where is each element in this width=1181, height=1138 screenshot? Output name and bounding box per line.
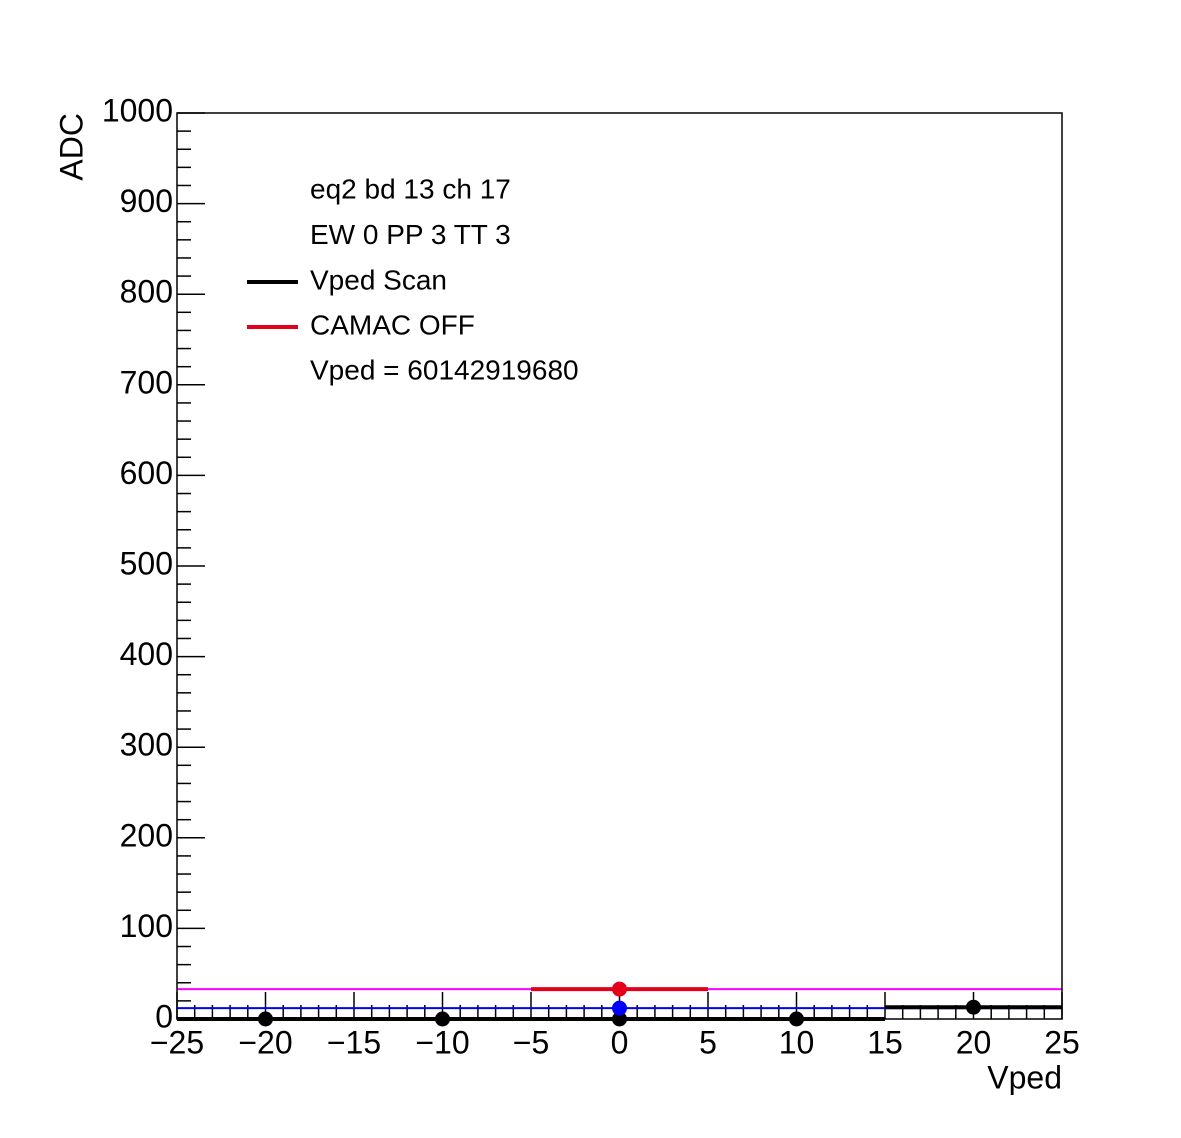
x-tick-label: −20	[238, 1024, 292, 1060]
legend-label: CAMAC OFF	[310, 309, 475, 340]
x-tick-label: 20	[956, 1024, 992, 1060]
point	[612, 1000, 627, 1016]
legend-label: Vped Scan	[310, 264, 447, 295]
y-tick-label: 300	[120, 727, 173, 763]
legend-header: EW 0 PP 3 TT 3	[310, 219, 511, 250]
legend-header: eq2 bd 13 ch 17	[310, 173, 511, 204]
x-tick-label: −25	[150, 1024, 204, 1060]
plot-frame	[176, 112, 1063, 1020]
x-tick-label: −10	[415, 1024, 469, 1060]
y-tick-label: 700	[120, 364, 173, 400]
x-tick-label: 10	[779, 1024, 815, 1060]
y-tick-label: 1000	[102, 92, 173, 128]
x-tick-label: 0	[611, 1024, 629, 1060]
y-tick-label: 400	[120, 636, 173, 672]
x-tick-label: 15	[867, 1024, 903, 1060]
y-tick-label: 100	[120, 908, 173, 944]
x-axis-label: Vped	[987, 1059, 1062, 1095]
y-tick-label: 0	[155, 998, 173, 1034]
y-tick-label: 200	[120, 817, 173, 853]
point	[966, 999, 981, 1015]
x-tick-label: −15	[327, 1024, 381, 1060]
y-tick-label: 800	[120, 274, 173, 310]
y-tick-label: 500	[120, 545, 173, 581]
legend-footer: Vped = 60142919680	[310, 354, 579, 385]
x-tick-label: −5	[513, 1024, 549, 1060]
x-tick-label: 25	[1044, 1024, 1080, 1060]
y-tick-label: 900	[120, 183, 173, 219]
y-axis-label: ADC	[53, 113, 89, 181]
point	[612, 981, 627, 997]
y-tick-label: 600	[120, 455, 173, 491]
x-tick-label: 5	[699, 1024, 717, 1060]
